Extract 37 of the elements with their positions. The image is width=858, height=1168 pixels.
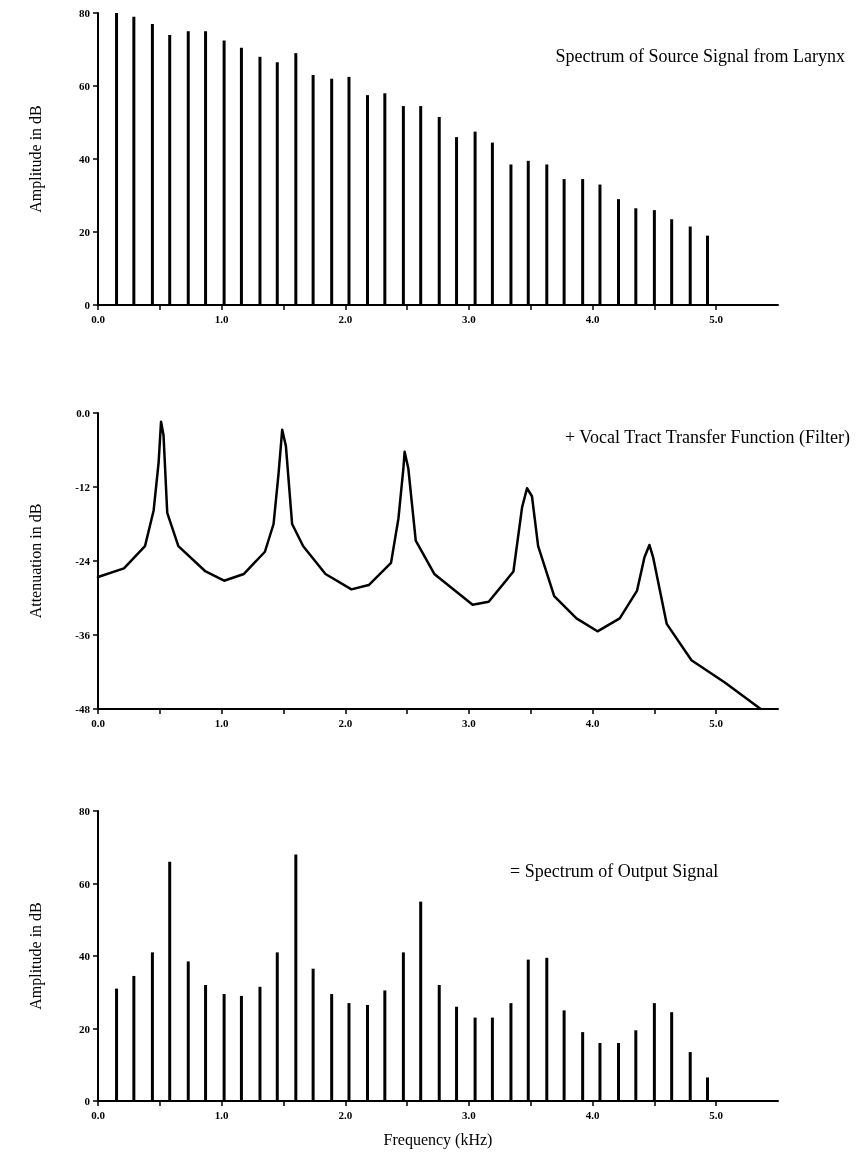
y-tick-label: 40 <box>79 950 91 962</box>
y-axis-title: Amplitude in dB <box>26 902 45 1010</box>
y-tick-label: 0 <box>84 1095 91 1107</box>
y-tick-label: 80 <box>79 805 91 817</box>
x-axis-title: Frequency (kHz) <box>383 1130 493 1149</box>
y-axis-title: Amplitude in dB <box>26 105 45 213</box>
x-tick-label: 2.0 <box>338 1108 353 1121</box>
y-tick-label: 80 <box>79 7 91 19</box>
x-tick-label: 3.0 <box>462 1108 477 1121</box>
y-tick-label: 60 <box>79 877 91 890</box>
y-tick-label: 40 <box>79 153 91 165</box>
x-tick-label: 5.0 <box>709 1108 724 1121</box>
y-tick-label: 20 <box>79 1022 91 1035</box>
y-tick-label: -12 <box>75 481 91 493</box>
y-tick-label: 0.0 <box>76 407 91 419</box>
x-tick-label: 4.0 <box>585 312 600 325</box>
x-tick-label: 5.0 <box>709 312 724 325</box>
text: = Spectrum of Output Signal <box>510 861 719 881</box>
x-tick-label: 4.0 <box>585 716 600 729</box>
x-tick-label: 4.0 <box>585 1108 600 1121</box>
x-tick-label: 1.0 <box>214 312 230 325</box>
y-tick-label: 60 <box>79 80 91 92</box>
y-tick-label: 0 <box>84 299 91 311</box>
x-tick-label: 1.0 <box>214 716 230 729</box>
y-tick-label: -24 <box>75 555 91 567</box>
y-axis-title: Attenuation in dB <box>26 503 44 619</box>
x-tick-label: 5.0 <box>709 716 724 729</box>
x-tick-label: 2.0 <box>338 716 353 729</box>
y-tick-label: -48 <box>75 703 91 715</box>
text: Spectrum of Source Signal from Larynx <box>555 46 845 66</box>
x-tick-label: 1.0 <box>214 1108 230 1121</box>
y-tick-label: 20 <box>79 226 91 238</box>
x-tick-label: 2.0 <box>338 312 353 325</box>
y-tick-label: -36 <box>75 629 91 641</box>
text: + Vocal Tract Transfer Function (Filter) <box>565 427 851 448</box>
x-tick-label: 3.0 <box>462 716 477 729</box>
x-tick-label: 3.0 <box>462 312 477 325</box>
